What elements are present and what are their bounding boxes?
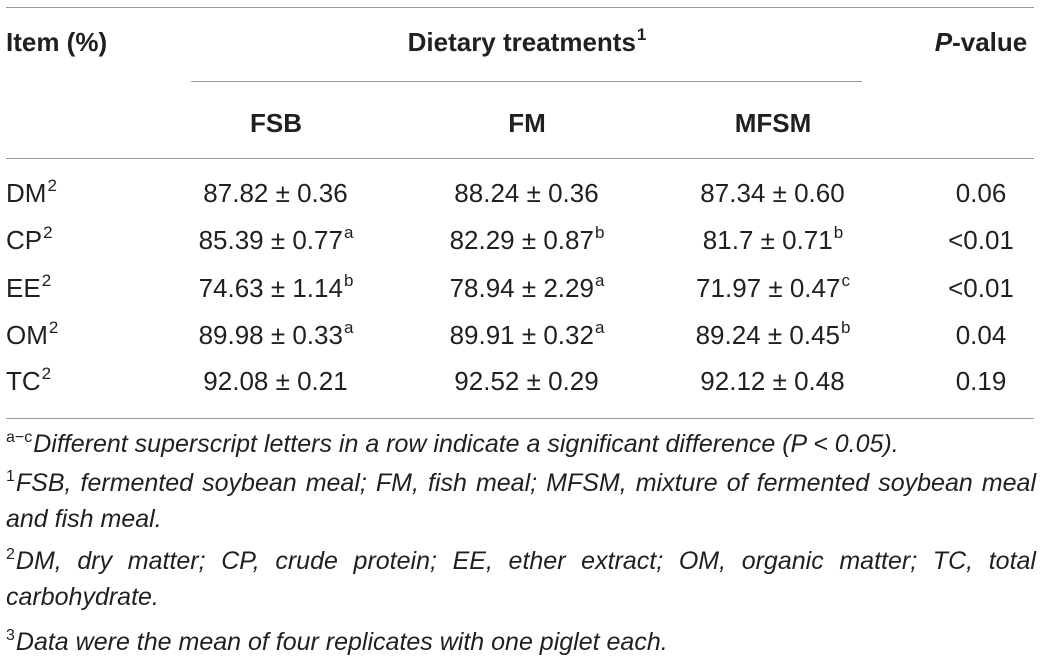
- footnote-marker: 2: [6, 546, 15, 563]
- significance-letter: c: [841, 271, 850, 290]
- footnote-marker: 3: [6, 627, 15, 644]
- row-item-label: TC2: [6, 364, 52, 396]
- significance-letter: b: [343, 271, 354, 290]
- p-value-cell: 0.19: [955, 366, 1007, 396]
- table-cell: 92.12 ± 0.48: [700, 366, 845, 396]
- significance-letter: b: [833, 223, 844, 242]
- item-footnote-marker: 2: [47, 176, 57, 195]
- table-cell: 89.91 ± 0.32a: [449, 318, 605, 350]
- p-value-cell: <0.01: [948, 225, 1014, 255]
- header-group-footnote-marker: 1: [636, 25, 647, 44]
- column-header-fm: FM: [508, 108, 546, 138]
- column-header-fsb: FSB: [250, 108, 302, 138]
- footnote: 3Data were the mean of four replicates w…: [6, 627, 668, 656]
- table-cell: 82.29 ± 0.87b: [449, 223, 605, 255]
- table-cell: 87.34 ± 0.60: [700, 178, 845, 208]
- table-cell: 92.52 ± 0.29: [454, 366, 599, 396]
- table-bottom-rule: [6, 418, 1034, 419]
- table-cell: 78.94 ± 2.29a: [449, 271, 605, 303]
- table-cell: 71.97 ± 0.47c: [696, 271, 850, 303]
- footnote-marker: 1: [6, 468, 15, 485]
- p-value-cell: 0.06: [955, 178, 1007, 208]
- item-footnote-marker: 2: [41, 271, 52, 290]
- header-item-label: Item (%): [6, 27, 108, 57]
- item-footnote-marker: 2: [48, 318, 59, 337]
- item-footnote-marker: 2: [43, 223, 53, 242]
- significance-letter: a: [343, 318, 354, 337]
- header-group-label: Dietary treatments1: [407, 25, 647, 57]
- significance-letter: a: [343, 223, 354, 242]
- significance-letter: b: [594, 223, 605, 242]
- significance-letter: a: [594, 271, 605, 290]
- footnote: 1FSB, fermented soybean meal; FM, fish m…: [6, 468, 1036, 533]
- footnote-marker: a−c: [6, 429, 33, 446]
- significance-letter: b: [840, 318, 851, 337]
- table-cell: 88.24 ± 0.36: [454, 178, 599, 208]
- table-cell: 92.08 ± 0.21: [203, 366, 348, 396]
- item-footnote-marker: 2: [41, 364, 52, 383]
- table-cell: 81.7 ± 0.71b: [702, 223, 844, 255]
- header-group-rule: [191, 81, 862, 82]
- significance-letter: a: [594, 318, 605, 337]
- header-bottom-rule: [6, 158, 1034, 159]
- column-header-mfsm: MFSM: [734, 108, 812, 138]
- table-cell: 89.24 ± 0.45b: [695, 318, 851, 350]
- table-top-rule: [6, 7, 1034, 8]
- table-cell: 89.98 ± 0.33a: [198, 318, 354, 350]
- p-value-cell: <0.01: [948, 273, 1014, 303]
- row-item-label: CP2: [6, 223, 53, 255]
- table-cell: 74.63 ± 1.14b: [198, 271, 354, 303]
- table-cell: 87.82 ± 0.36: [203, 178, 348, 208]
- table-cell: 85.39 ± 0.77a: [198, 223, 354, 255]
- footnote: 2DM, dry matter; CP, crude protein; EE, …: [6, 546, 1036, 611]
- row-item-label: DM2: [6, 176, 57, 208]
- header-pvalue-label: P-value: [934, 27, 1028, 57]
- row-item-label: EE2: [6, 271, 52, 303]
- row-item-label: OM2: [6, 318, 59, 350]
- footnote: a−cDifferent superscript letters in a ro…: [6, 429, 899, 458]
- p-value-cell: 0.04: [955, 320, 1007, 350]
